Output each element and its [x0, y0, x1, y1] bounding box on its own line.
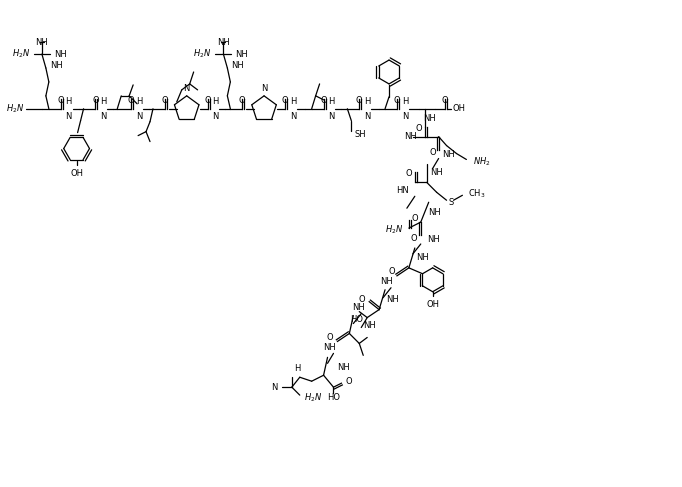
- Text: N: N: [65, 112, 72, 121]
- Text: NH: NH: [428, 207, 441, 217]
- Text: NH: NH: [235, 50, 248, 58]
- Text: OH: OH: [452, 104, 466, 113]
- Text: O: O: [345, 377, 352, 386]
- Text: O: O: [128, 96, 134, 105]
- Text: S: S: [449, 198, 454, 207]
- Text: H: H: [364, 97, 370, 106]
- Text: NH: NH: [323, 343, 336, 352]
- Text: O: O: [359, 295, 366, 304]
- Text: $NH_2$: $NH_2$: [473, 155, 491, 168]
- Text: H: H: [290, 97, 296, 106]
- Text: NH: NH: [424, 114, 436, 123]
- Text: OH: OH: [426, 300, 439, 309]
- Text: O: O: [162, 96, 168, 105]
- Text: NH: NH: [417, 253, 429, 262]
- Text: O: O: [321, 96, 327, 105]
- Text: NH: NH: [364, 321, 376, 330]
- Text: O: O: [57, 96, 64, 105]
- Text: H: H: [402, 97, 408, 106]
- Text: H: H: [328, 97, 335, 106]
- Text: $\mathregular{CH_3}$: $\mathregular{CH_3}$: [469, 187, 486, 200]
- Text: NH: NH: [381, 277, 393, 286]
- Text: O: O: [239, 96, 246, 105]
- Text: NH: NH: [404, 132, 417, 141]
- Text: O: O: [282, 96, 288, 105]
- Text: O: O: [411, 214, 418, 223]
- Text: O: O: [394, 96, 400, 105]
- Text: O: O: [430, 148, 436, 157]
- Text: N: N: [212, 112, 219, 121]
- Text: HO: HO: [351, 315, 364, 324]
- Text: N: N: [402, 112, 408, 121]
- Text: NH: NH: [54, 50, 67, 58]
- Text: O: O: [415, 124, 421, 132]
- Text: $H_2N$: $H_2N$: [385, 224, 403, 236]
- Text: SH: SH: [355, 130, 366, 139]
- Text: O: O: [204, 96, 211, 105]
- Text: H: H: [212, 97, 219, 106]
- Text: NH: NH: [430, 168, 443, 177]
- Text: N: N: [261, 84, 267, 93]
- Text: N: N: [136, 112, 143, 121]
- Text: N: N: [271, 383, 278, 392]
- Text: OH: OH: [70, 169, 83, 178]
- Text: NH: NH: [50, 60, 63, 70]
- Text: N: N: [100, 112, 106, 121]
- Text: H: H: [136, 97, 143, 106]
- Text: H: H: [65, 97, 72, 106]
- Text: NH: NH: [387, 295, 400, 304]
- Text: O: O: [441, 96, 448, 105]
- Text: NH: NH: [353, 303, 366, 312]
- Text: NH: NH: [217, 38, 230, 47]
- Text: O: O: [405, 169, 412, 178]
- Text: N: N: [328, 112, 335, 121]
- Text: $H_2N$: $H_2N$: [5, 103, 24, 115]
- Text: NH: NH: [443, 150, 456, 159]
- Text: NH: NH: [35, 38, 48, 47]
- Text: N: N: [183, 84, 190, 93]
- Text: O: O: [92, 96, 99, 105]
- Text: H: H: [294, 364, 300, 373]
- Text: O: O: [410, 234, 417, 243]
- Text: O: O: [356, 96, 363, 105]
- Text: NH: NH: [231, 60, 244, 70]
- Text: $H_2N$: $H_2N$: [303, 392, 322, 404]
- Text: $H_2N$: $H_2N$: [193, 48, 211, 60]
- Text: $H_2N$: $H_2N$: [12, 48, 30, 60]
- Text: O: O: [327, 333, 333, 342]
- Text: NH: NH: [427, 235, 439, 244]
- Text: NH: NH: [338, 363, 350, 372]
- Text: HN: HN: [396, 186, 409, 195]
- Text: HO: HO: [327, 393, 340, 402]
- Text: H: H: [100, 97, 106, 106]
- Text: O: O: [388, 267, 395, 276]
- Text: N: N: [364, 112, 370, 121]
- Text: N: N: [290, 112, 296, 121]
